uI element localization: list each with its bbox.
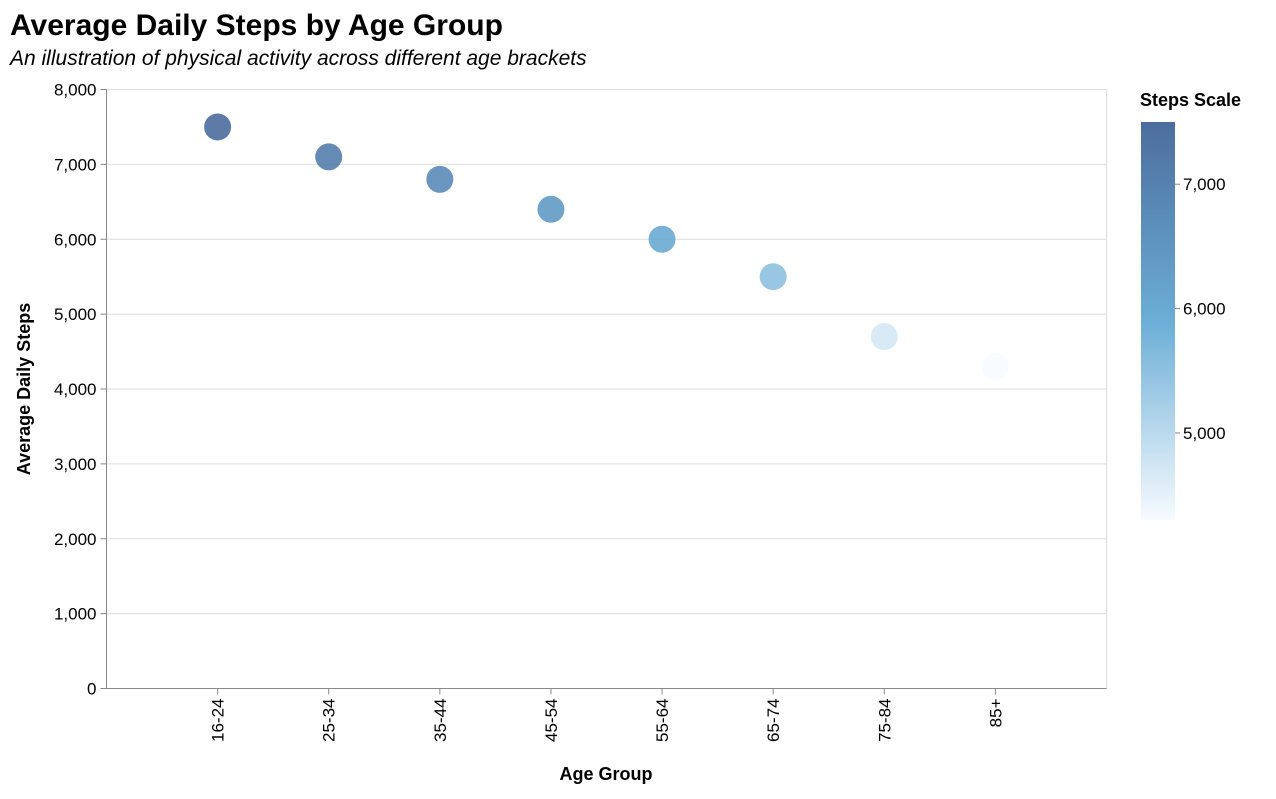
color-legend: Steps Scale 5,000 6,000 7,000	[1140, 90, 1241, 520]
data-point	[759, 263, 787, 291]
data-point	[537, 195, 565, 223]
gridlines	[106, 89, 1107, 689]
x-tick-label: 45-54	[542, 699, 561, 742]
data-point	[426, 165, 454, 193]
data-point	[315, 143, 343, 171]
y-tick-label: 6,000	[54, 230, 97, 249]
y-tick-label: 2,000	[54, 530, 97, 549]
y-tick-label: 8,000	[54, 81, 97, 100]
x-axis-title: Age Group	[560, 764, 653, 784]
legend-tick-label: 5,000	[1183, 424, 1226, 443]
data-point	[648, 225, 676, 253]
y-axis-title: Average Daily Steps	[14, 303, 34, 475]
x-tick-label: 75-84	[875, 699, 894, 742]
legend-title: Steps Scale	[1140, 90, 1241, 110]
chart-title: Average Daily Steps by Age Group	[10, 9, 503, 42]
x-tick-label: 65-74	[764, 699, 783, 742]
x-tick-label: 35-44	[431, 699, 450, 742]
data-points	[204, 113, 1009, 381]
x-tick-label: 55-64	[653, 699, 672, 742]
x-tick-label: 85+	[986, 698, 1005, 727]
y-tick-label: 7,000	[54, 155, 97, 174]
y-tick-label: 0	[87, 680, 96, 699]
legend-gradient-bar	[1141, 122, 1175, 520]
chart-subtitle: An illustration of physical activity acr…	[8, 47, 587, 70]
y-tick-label: 5,000	[54, 305, 97, 324]
y-tick-label: 4,000	[54, 380, 97, 399]
x-tick-label: 25-34	[320, 699, 339, 742]
legend-tick-label: 7,000	[1183, 175, 1226, 194]
legend-tick-label: 6,000	[1183, 300, 1226, 319]
data-point	[204, 113, 232, 141]
data-point	[870, 323, 898, 351]
y-tick-label: 3,000	[54, 455, 97, 474]
x-tick-label: 16-24	[209, 699, 228, 742]
y-tick-label: 1,000	[54, 605, 97, 624]
axes: 0 1,000 2,000 3,000 4,000 5,000 6,000 7,000 8,00…	[54, 81, 1107, 742]
data-point	[981, 353, 1009, 381]
